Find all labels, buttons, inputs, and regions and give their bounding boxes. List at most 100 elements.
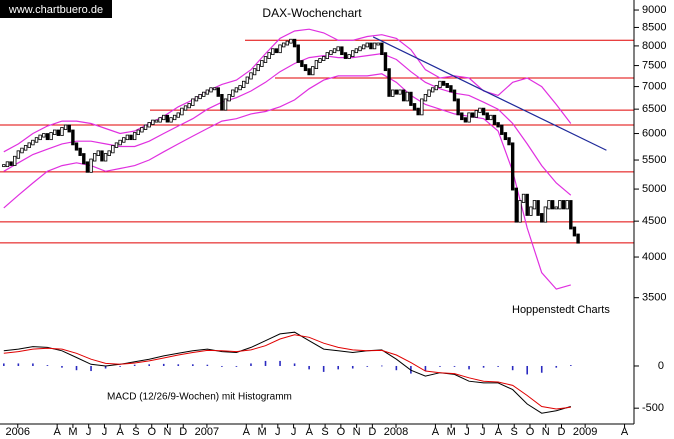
macd-line (3, 331, 571, 414)
candle (151, 119, 155, 125)
candle (427, 89, 431, 97)
histogram-bar (381, 365, 383, 367)
y-tick-label: 0 (658, 360, 664, 372)
candle (292, 38, 297, 48)
histogram-bar (395, 365, 398, 371)
histogram-bar (337, 365, 340, 370)
candle (434, 85, 439, 91)
candle (383, 52, 388, 72)
histogram-bar (75, 365, 78, 371)
candle (401, 89, 406, 102)
candle (467, 112, 471, 123)
candle (118, 139, 122, 146)
histogram-bar (570, 365, 572, 366)
x-tick-label: J (480, 426, 486, 438)
candle (220, 94, 224, 111)
candle (209, 87, 213, 93)
candle (165, 114, 170, 123)
candle (496, 122, 500, 128)
candle (169, 117, 173, 123)
candle (129, 134, 133, 141)
x-tick-label: M (257, 426, 266, 438)
candle (558, 200, 562, 210)
candle (332, 48, 337, 54)
y-tick-label: 6500 (642, 103, 666, 115)
candle (143, 124, 148, 130)
candle (45, 133, 50, 141)
x-tick-label: O (526, 426, 535, 438)
x-tick-label: O (147, 426, 156, 438)
candle (409, 91, 413, 106)
candle (387, 68, 391, 97)
x-tick-label: D (558, 426, 566, 438)
x-tick-label: A (432, 426, 440, 438)
histogram-bar (32, 363, 34, 366)
histogram-bar (424, 365, 427, 372)
histogram-bar (221, 365, 223, 367)
candle (278, 44, 282, 54)
candle (460, 112, 464, 121)
candle (478, 107, 482, 113)
candle (343, 52, 348, 59)
x-tick-label: D (368, 426, 376, 438)
candle (56, 129, 61, 136)
candle (492, 114, 497, 125)
y-tick-label: 4500 (642, 215, 666, 227)
histogram-bar (46, 365, 49, 366)
y-tick-label: 3500 (642, 292, 666, 304)
candle (122, 137, 126, 143)
candle (518, 200, 522, 223)
candle (547, 200, 551, 210)
candle (187, 103, 191, 109)
candle (245, 76, 250, 84)
candle (281, 42, 286, 48)
y-tick-label: 5500 (642, 154, 666, 166)
candle (249, 72, 253, 80)
candle (263, 56, 268, 63)
candle (63, 124, 68, 130)
histogram-bar (497, 365, 499, 367)
candle (325, 52, 329, 59)
x-tick-label: 2008 (384, 426, 408, 438)
candle (474, 110, 479, 118)
candle (242, 80, 246, 88)
x-tick-label: J (275, 426, 281, 438)
trendline (372, 36, 607, 151)
candle (529, 206, 533, 216)
source: Hoppenstedt Charts (512, 304, 610, 316)
candle (289, 38, 293, 44)
macd-line (3, 334, 571, 410)
candle (27, 142, 31, 148)
histogram-bar (148, 364, 151, 366)
candle (271, 48, 275, 56)
candle (391, 89, 395, 97)
macd-label: MACD (12/26/9-Wochen) mit Histogramm (107, 392, 292, 403)
x-tick-label: 2009 (573, 426, 597, 438)
plot-area: 9000 8500 8000 7500 7000 6500 6000 5500 5000 4500… (0, 4, 666, 438)
candle (136, 129, 140, 135)
candle (103, 153, 108, 162)
candle (212, 87, 217, 91)
candle (231, 89, 235, 97)
candle (20, 147, 24, 154)
histogram-bar (511, 365, 514, 371)
candle (500, 124, 504, 135)
candle (380, 42, 384, 56)
candle (162, 114, 166, 121)
histogram-bar (3, 363, 5, 366)
candle (365, 42, 369, 48)
candle (2, 164, 6, 168)
candle (369, 42, 373, 50)
candle (238, 85, 242, 91)
candle (318, 58, 322, 63)
candle (449, 85, 453, 93)
histogram-bar (555, 365, 558, 368)
candle (205, 89, 210, 95)
candle (111, 145, 115, 154)
histogram-bar (468, 365, 470, 370)
histogram-bar (17, 363, 20, 366)
candle (71, 129, 75, 146)
candle (554, 206, 558, 210)
candle (296, 44, 300, 63)
x-tick-label: A (306, 426, 314, 438)
